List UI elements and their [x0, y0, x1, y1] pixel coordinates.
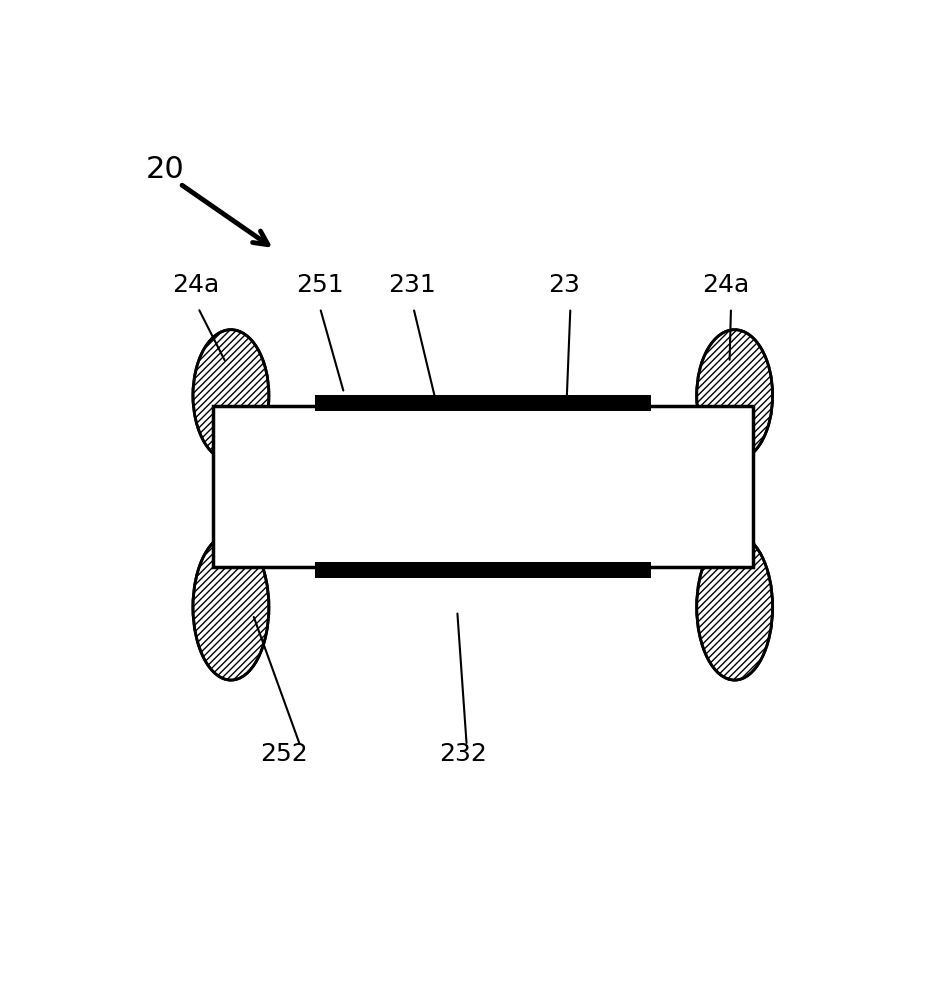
Text: 251: 251 [297, 273, 344, 297]
Text: 20: 20 [145, 155, 185, 183]
Bar [315, 562, 651, 578]
Ellipse shape [193, 329, 268, 461]
Ellipse shape [193, 534, 268, 680]
Text: 232: 232 [439, 741, 487, 765]
Ellipse shape [697, 534, 772, 680]
Text: 24a: 24a [702, 273, 749, 297]
Bar [213, 407, 753, 567]
Text: 24a: 24a [172, 273, 219, 297]
Text: 23: 23 [548, 273, 580, 297]
Text: 231: 231 [388, 273, 435, 297]
Ellipse shape [697, 329, 772, 461]
Bar [315, 395, 651, 411]
Text: 252: 252 [260, 741, 308, 765]
